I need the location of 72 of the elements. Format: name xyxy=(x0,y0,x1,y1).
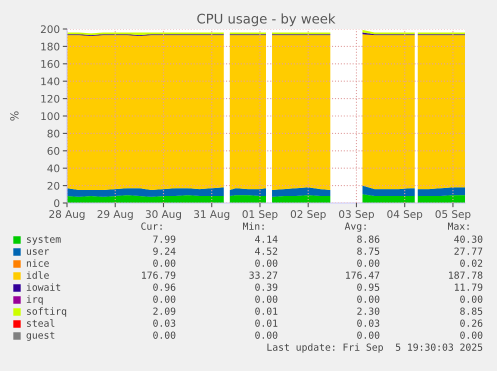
text: 0.00 xyxy=(153,295,176,303)
chart-title: CPU usage - by week xyxy=(197,13,336,26)
y-tick-label: 100 xyxy=(41,112,60,120)
text: 0.00 xyxy=(153,259,176,267)
y-tick-label: 0 xyxy=(54,199,60,208)
legend-label: system xyxy=(27,236,61,245)
text: Min: xyxy=(242,222,264,230)
text: 0.01 xyxy=(255,319,278,327)
text: 8.75 xyxy=(357,247,380,255)
text: 0.00 xyxy=(357,259,380,267)
text: 0.03 xyxy=(357,319,380,327)
text: 0.00 xyxy=(153,331,176,339)
y-tick-label: 40 xyxy=(47,164,60,172)
x-tick-label: 01 Sep xyxy=(242,210,278,220)
x-tick-label: 05 Sep xyxy=(436,210,470,220)
text: 0.00 xyxy=(255,295,278,303)
text: 0.00 xyxy=(255,331,278,339)
text: 2.30 xyxy=(357,307,380,315)
y-tick-label: 60 xyxy=(48,147,60,155)
text: 0.26 xyxy=(460,319,482,327)
x-tick-label: 03 Sep xyxy=(339,210,374,220)
text: 0.00 xyxy=(460,331,482,339)
text: Avg: xyxy=(344,222,366,232)
legend-label: user xyxy=(26,249,50,255)
x-tick-label: 29 Aug xyxy=(98,210,133,220)
text: 9.24 xyxy=(153,247,176,255)
x-tick-label: 31 Aug xyxy=(194,210,230,220)
y-tick-label: 120 xyxy=(41,94,60,103)
x-tick-label: 28 Aug xyxy=(49,210,85,220)
text: 4.52 xyxy=(255,247,278,255)
text: 0.96 xyxy=(153,283,176,291)
text: 0.03 xyxy=(153,319,176,327)
text: 33.27 xyxy=(249,271,278,279)
text: 176.47 xyxy=(346,271,380,279)
y-tick-label: 160 xyxy=(41,60,60,68)
text: Cur: xyxy=(141,222,162,230)
text: 0.01 xyxy=(255,307,278,315)
x-tick-label: 02 Sep xyxy=(290,210,326,220)
legend-label: steal xyxy=(27,319,54,327)
text: 0.00 xyxy=(357,331,380,339)
legend-label: iowait xyxy=(26,283,60,291)
text: Last update: Fri Sep 5 19:30:03 2025 xyxy=(267,343,482,353)
x-tick-label: 04 Sep xyxy=(387,210,422,220)
y-axis-title: % xyxy=(10,111,19,121)
text: 4.14 xyxy=(255,236,278,243)
legend-label: idle xyxy=(26,271,49,279)
text: 176.79 xyxy=(142,271,176,279)
text: 27.77 xyxy=(454,247,482,255)
text: 0.00 xyxy=(255,259,278,267)
text: 187.78 xyxy=(449,271,482,279)
y-tick-label: 140 xyxy=(41,77,60,86)
y-tick-label: 180 xyxy=(41,42,60,51)
text: 0.95 xyxy=(357,283,380,291)
y-tick-label: 200 xyxy=(40,25,60,34)
text: 40.30 xyxy=(454,235,482,243)
text: 11.79 xyxy=(454,283,482,291)
legend-label: softirq xyxy=(27,307,66,317)
text: 8.85 xyxy=(460,307,482,315)
text: 7.99 xyxy=(153,235,176,243)
text: Max: xyxy=(448,222,469,230)
x-tick-label: 30 Aug xyxy=(146,210,181,220)
legend-label: nice xyxy=(26,259,49,267)
text: 0.00 xyxy=(357,295,380,303)
text: 2.09 xyxy=(153,307,176,315)
y-tick-label: 20 xyxy=(48,182,60,190)
text: 0.00 xyxy=(460,295,482,303)
legend-label: irq xyxy=(26,295,43,305)
text: 8.86 xyxy=(357,235,380,243)
text: 0.39 xyxy=(255,283,278,291)
y-tick-label: 80 xyxy=(48,130,60,138)
text: 0.02 xyxy=(460,259,482,267)
legend-label: guest xyxy=(26,332,54,341)
